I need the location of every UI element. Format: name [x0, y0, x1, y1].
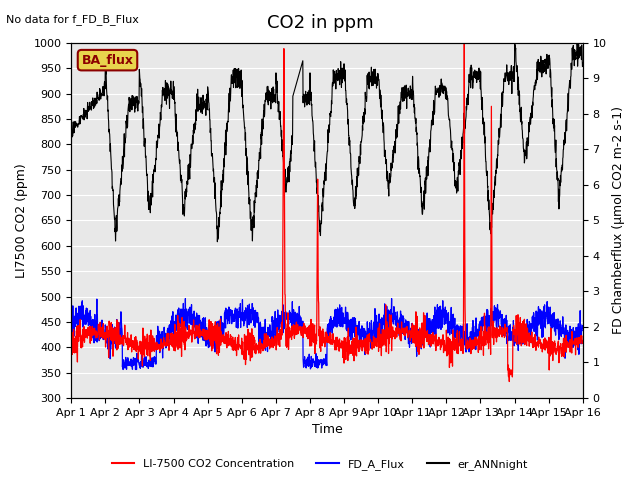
- Y-axis label: LI7500 CO2 (ppm): LI7500 CO2 (ppm): [15, 163, 28, 278]
- X-axis label: Time: Time: [312, 423, 342, 436]
- Y-axis label: FD Chamberflux (μmol CO2 m-2 s-1): FD Chamberflux (μmol CO2 m-2 s-1): [612, 107, 625, 335]
- Text: BA_flux: BA_flux: [81, 54, 134, 67]
- Text: CO2 in ppm: CO2 in ppm: [267, 14, 373, 33]
- Text: No data for f_FD_B_Flux: No data for f_FD_B_Flux: [6, 14, 140, 25]
- Legend: LI-7500 CO2 Concentration, FD_A_Flux, er_ANNnight: LI-7500 CO2 Concentration, FD_A_Flux, er…: [108, 455, 532, 474]
